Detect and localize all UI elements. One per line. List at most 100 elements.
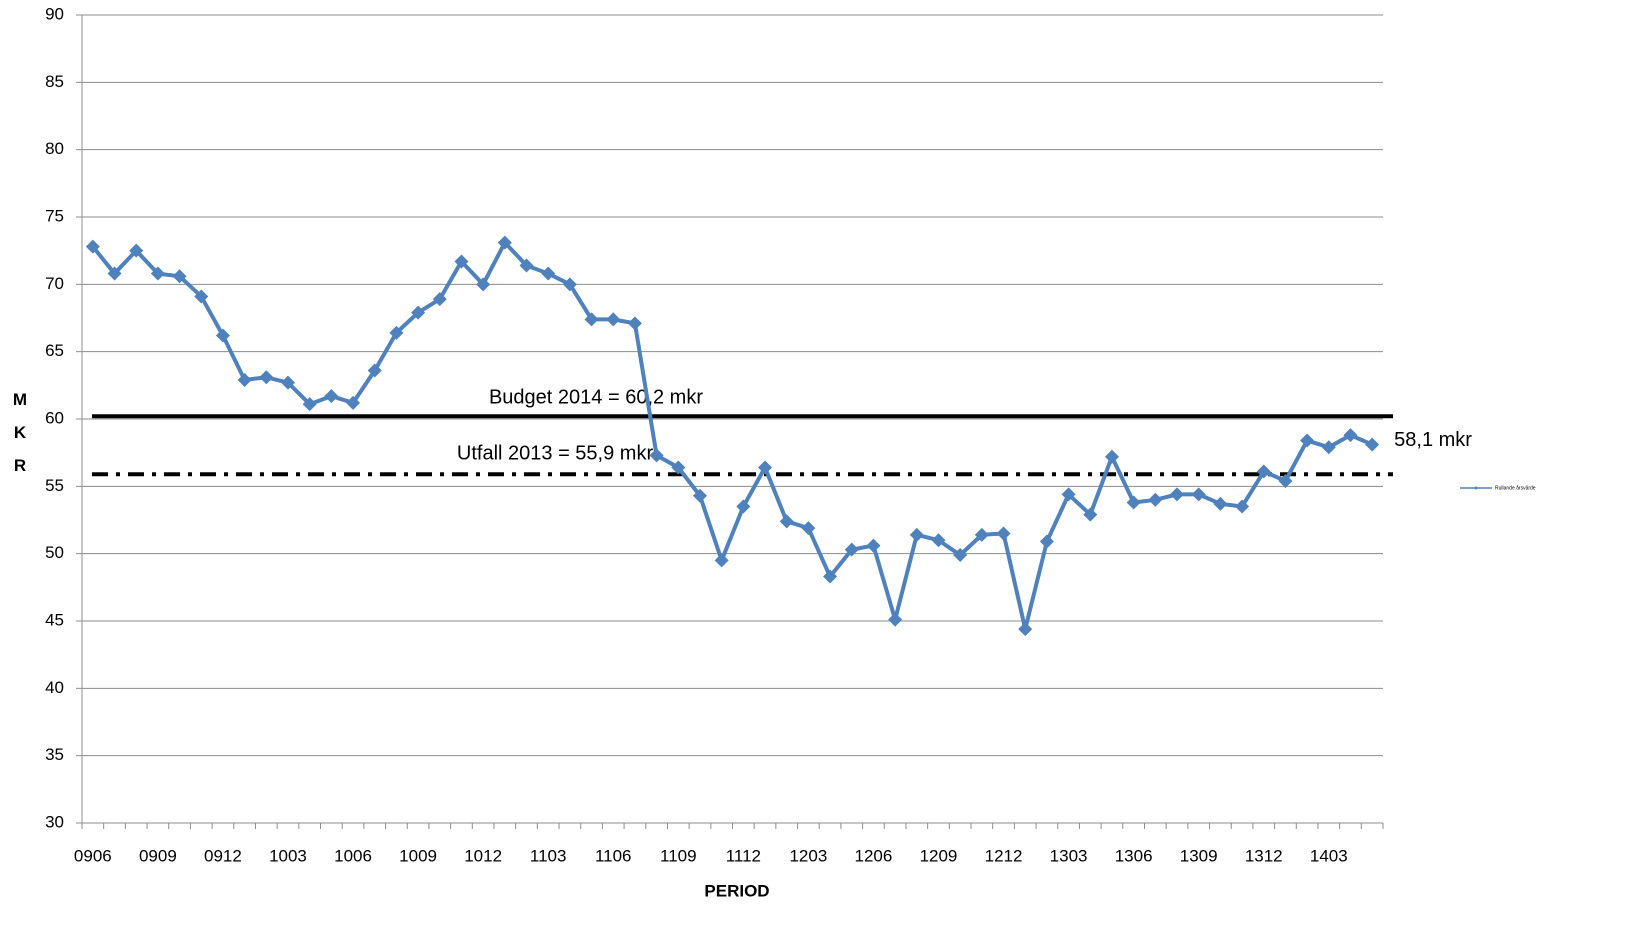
- x-tick-label: 1003: [269, 846, 307, 865]
- data-label: 58,1 mkr: [1394, 429, 1472, 451]
- legend-marker: [1474, 486, 1478, 490]
- marker: [801, 521, 816, 536]
- marker: [844, 542, 859, 557]
- marker: [671, 460, 686, 475]
- marker: [562, 277, 577, 292]
- x-tick-label: 1303: [1050, 846, 1088, 865]
- marker: [823, 569, 838, 584]
- y-tick-label: 40: [45, 678, 64, 697]
- y-tick-label: 55: [45, 476, 64, 495]
- marker: [779, 514, 794, 529]
- x-tick-label: 1212: [985, 846, 1023, 865]
- marker: [1039, 534, 1054, 549]
- marker: [1256, 464, 1271, 479]
- marker: [411, 305, 426, 320]
- marker: [1321, 440, 1336, 455]
- x-tick-label: 1206: [855, 846, 893, 865]
- marker: [1343, 428, 1358, 443]
- marker: [1365, 437, 1380, 452]
- x-tick-label: 1012: [464, 846, 502, 865]
- marker: [758, 460, 773, 475]
- marker: [584, 312, 599, 327]
- marker: [1170, 487, 1185, 502]
- y-tick-label: 45: [45, 610, 64, 629]
- marker: [150, 266, 165, 281]
- y-tick-label: 30: [45, 812, 64, 831]
- marker: [476, 277, 491, 292]
- marker: [389, 325, 404, 340]
- marker: [1148, 492, 1163, 507]
- marker: [194, 289, 209, 304]
- marker: [129, 243, 144, 258]
- marker: [1104, 449, 1119, 464]
- marker: [1061, 487, 1076, 502]
- marker: [649, 448, 664, 463]
- marker: [606, 312, 621, 327]
- x-tick-label: 1109: [660, 846, 697, 865]
- y-axis-label: MKR: [11, 390, 30, 489]
- marker: [1235, 499, 1250, 514]
- x-tick-label: 0906: [74, 846, 112, 865]
- x-tick-label: 1306: [1115, 846, 1153, 865]
- y-tick-label: 65: [45, 341, 64, 360]
- x-tick-label: 1006: [334, 846, 372, 865]
- x-tick-label: 1103: [530, 846, 567, 865]
- x-tick-label: 1309: [1180, 846, 1218, 865]
- x-tick-label: 1403: [1310, 846, 1348, 865]
- marker: [259, 370, 274, 385]
- marker: [736, 499, 751, 514]
- marker: [714, 553, 729, 568]
- x-tick-label: 1112: [726, 846, 761, 865]
- y-tick-label: 75: [45, 206, 64, 225]
- marker: [866, 538, 881, 553]
- x-tick-label: 1312: [1245, 846, 1283, 865]
- reference-label: Budget 2014 = 60,2 mkr: [489, 387, 703, 409]
- marker: [541, 266, 556, 281]
- marker: [692, 488, 707, 503]
- marker: [1018, 622, 1033, 637]
- marker: [346, 395, 361, 410]
- legend-label: Rullande årsvärde: [1495, 484, 1536, 491]
- marker: [497, 235, 512, 250]
- marker: [302, 397, 317, 412]
- x-tick-label: 1203: [789, 846, 827, 865]
- marker: [215, 328, 230, 343]
- marker: [627, 316, 642, 331]
- y-tick-label: 35: [45, 745, 64, 764]
- marker: [953, 548, 968, 563]
- marker: [1300, 433, 1315, 448]
- marker: [1213, 496, 1228, 511]
- marker: [931, 533, 946, 548]
- marker: [888, 612, 903, 627]
- marker: [454, 254, 469, 269]
- y-tick-label: 90: [45, 4, 64, 23]
- marker: [974, 527, 989, 542]
- x-tick-label: 1106: [595, 846, 632, 865]
- y-tick-label: 60: [45, 408, 64, 427]
- marker: [280, 375, 295, 390]
- marker: [237, 372, 252, 387]
- marker: [432, 292, 447, 307]
- y-tick-label: 70: [45, 274, 64, 293]
- marker: [324, 389, 339, 404]
- series-line: [91, 239, 1373, 630]
- marker: [172, 269, 187, 284]
- marker: [107, 266, 122, 281]
- marker: [909, 527, 924, 542]
- y-tick-label: 50: [45, 543, 64, 562]
- marker: [367, 363, 382, 378]
- marker: [996, 526, 1011, 541]
- marker: [1191, 487, 1206, 502]
- marker: [1083, 507, 1098, 522]
- y-tick-label: 80: [45, 139, 64, 158]
- x-tick-label: 0912: [204, 846, 242, 865]
- marker: [1278, 473, 1293, 488]
- x-tick-label: 1009: [399, 846, 437, 865]
- x-tick-label: 0909: [139, 846, 177, 865]
- reference-label: Utfall 2013 = 55,9 mkr: [457, 442, 654, 464]
- x-axis-label: PERIOD: [704, 881, 769, 900]
- marker: [85, 239, 100, 254]
- marker: [519, 258, 534, 273]
- y-tick-label: 85: [45, 72, 64, 91]
